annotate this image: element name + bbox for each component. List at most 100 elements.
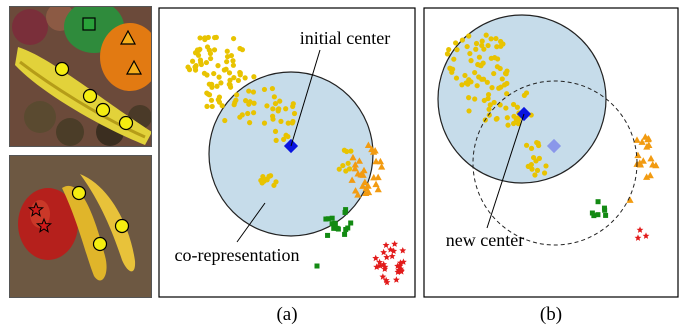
triangle-point bbox=[643, 143, 651, 150]
circle-point bbox=[228, 52, 235, 59]
circle-point bbox=[281, 136, 287, 142]
circle-point bbox=[227, 77, 233, 83]
marker-triangle-icon bbox=[125, 59, 143, 75]
circle-point bbox=[237, 72, 243, 78]
circle-point bbox=[466, 108, 472, 114]
circle-point bbox=[247, 120, 253, 126]
triangle-point bbox=[378, 163, 386, 170]
triangle-point bbox=[638, 138, 646, 145]
circle-point bbox=[271, 182, 277, 188]
circle-point bbox=[468, 58, 474, 64]
circle-point bbox=[473, 40, 480, 47]
circle-point bbox=[529, 166, 535, 172]
triangle-point bbox=[374, 185, 382, 193]
triangle-point bbox=[636, 160, 645, 168]
triangle-point bbox=[359, 182, 367, 189]
circle-point bbox=[479, 38, 485, 44]
circle-point bbox=[272, 128, 279, 135]
circle-point bbox=[250, 89, 257, 95]
triangle-point bbox=[364, 141, 373, 148]
marker-square-icon bbox=[82, 17, 96, 31]
circle-point bbox=[242, 75, 248, 81]
circle-point bbox=[476, 74, 482, 80]
circle-point bbox=[278, 118, 284, 124]
circle-point bbox=[211, 70, 217, 77]
circle-point bbox=[348, 148, 354, 154]
triangle-point bbox=[349, 153, 357, 161]
circle-point bbox=[466, 33, 472, 39]
triangle-point bbox=[626, 196, 634, 203]
circle-point bbox=[198, 59, 204, 66]
circle-point bbox=[245, 110, 251, 117]
circle-point bbox=[215, 97, 221, 103]
circle-point bbox=[467, 50, 473, 57]
circle-point bbox=[504, 115, 510, 121]
star-point bbox=[380, 260, 388, 268]
marker-circle-icon bbox=[82, 88, 98, 104]
circle-point bbox=[234, 92, 240, 98]
circle-point bbox=[481, 97, 487, 104]
circle-point bbox=[541, 170, 548, 176]
panel-a-points bbox=[185, 34, 407, 286]
circle-point bbox=[346, 166, 353, 172]
circle-point bbox=[193, 63, 199, 69]
circle-point bbox=[243, 98, 249, 104]
circle-point bbox=[195, 52, 202, 58]
circle-point bbox=[459, 37, 466, 43]
square-point bbox=[323, 216, 329, 222]
circle-point bbox=[492, 54, 498, 61]
panel-b-old-center bbox=[546, 138, 562, 154]
circle-point bbox=[510, 120, 517, 127]
triangle-point bbox=[364, 182, 372, 189]
circle-point bbox=[219, 103, 225, 109]
circle-point bbox=[273, 137, 279, 143]
circle-point bbox=[447, 65, 453, 72]
square-point bbox=[314, 263, 320, 269]
circle-point bbox=[462, 72, 468, 79]
circle-point bbox=[226, 70, 233, 76]
circle-point bbox=[451, 56, 457, 62]
circle-point bbox=[204, 103, 210, 109]
circle-point bbox=[205, 34, 211, 41]
circle-point bbox=[484, 79, 490, 85]
marker-star-icon bbox=[27, 201, 45, 217]
star-point bbox=[381, 265, 389, 272]
circle-point bbox=[486, 112, 492, 118]
circle-point bbox=[227, 84, 234, 90]
triangle-point bbox=[354, 170, 362, 177]
circle-point bbox=[204, 72, 210, 78]
circle-point bbox=[251, 74, 257, 80]
circle-point bbox=[290, 103, 296, 109]
circle-point bbox=[239, 112, 245, 118]
circle-point bbox=[521, 92, 527, 98]
circle-point bbox=[494, 115, 500, 122]
circle-point bbox=[218, 80, 224, 86]
marker-triangle-icon bbox=[119, 29, 137, 45]
circle-point bbox=[209, 103, 215, 110]
circle-point bbox=[475, 61, 481, 68]
marker-circle-icon bbox=[114, 218, 130, 234]
square-point bbox=[343, 207, 349, 213]
marker-star-icon bbox=[35, 217, 53, 233]
star-point bbox=[392, 276, 400, 283]
star-point bbox=[397, 259, 404, 266]
circle-point bbox=[344, 148, 350, 155]
triangle-point bbox=[641, 133, 649, 140]
star-point bbox=[387, 246, 394, 253]
circle-point bbox=[197, 35, 203, 41]
circle-point bbox=[487, 102, 493, 108]
circle-point bbox=[494, 44, 500, 50]
circle-point bbox=[505, 122, 511, 128]
circle-point bbox=[203, 59, 210, 66]
square-point bbox=[348, 220, 354, 226]
triangle-point bbox=[634, 151, 642, 159]
label-new-center: new center bbox=[446, 230, 524, 250]
star-point bbox=[642, 232, 650, 239]
star-point bbox=[382, 276, 390, 284]
circle-point bbox=[514, 104, 521, 110]
star-point bbox=[382, 241, 390, 249]
marker-circle-icon bbox=[118, 115, 134, 131]
circle-point bbox=[285, 133, 291, 140]
star-point bbox=[390, 247, 398, 254]
panel-a-region bbox=[208, 71, 374, 237]
